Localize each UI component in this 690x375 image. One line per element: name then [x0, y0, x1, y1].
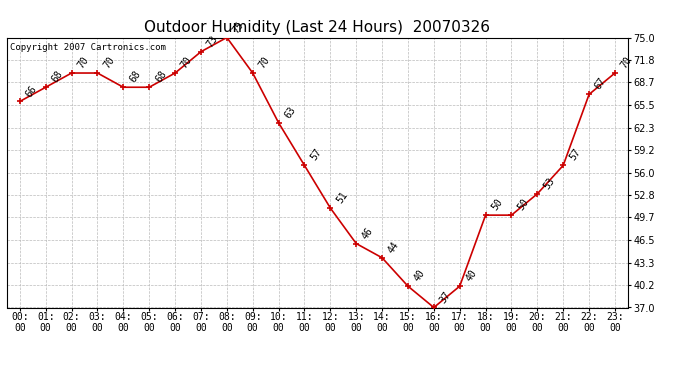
Text: 73: 73 — [205, 34, 220, 49]
Text: 68: 68 — [153, 69, 168, 84]
Text: 66: 66 — [24, 83, 39, 99]
Text: 70: 70 — [76, 55, 90, 70]
Text: 40: 40 — [464, 268, 479, 284]
Text: 40: 40 — [412, 268, 427, 284]
Text: 53: 53 — [542, 176, 556, 191]
Text: 37: 37 — [438, 290, 453, 305]
Text: 50: 50 — [490, 197, 504, 212]
Text: 68: 68 — [128, 69, 142, 84]
Title: Outdoor Humidity (Last 24 Hours)  20070326: Outdoor Humidity (Last 24 Hours) 2007032… — [144, 20, 491, 35]
Text: 50: 50 — [515, 197, 531, 212]
Text: 44: 44 — [386, 240, 401, 255]
Text: 57: 57 — [567, 147, 582, 163]
Text: 68: 68 — [50, 69, 65, 84]
Text: 63: 63 — [283, 105, 297, 120]
Text: 75: 75 — [231, 20, 246, 35]
Text: 46: 46 — [360, 225, 375, 241]
Text: 70: 70 — [619, 55, 634, 70]
Text: 70: 70 — [101, 55, 117, 70]
Text: 70: 70 — [179, 55, 194, 70]
Text: 70: 70 — [257, 55, 272, 70]
Text: Copyright 2007 Cartronics.com: Copyright 2007 Cartronics.com — [10, 43, 166, 52]
Text: 57: 57 — [308, 147, 324, 163]
Text: 67: 67 — [593, 76, 608, 92]
Text: 51: 51 — [335, 190, 349, 205]
